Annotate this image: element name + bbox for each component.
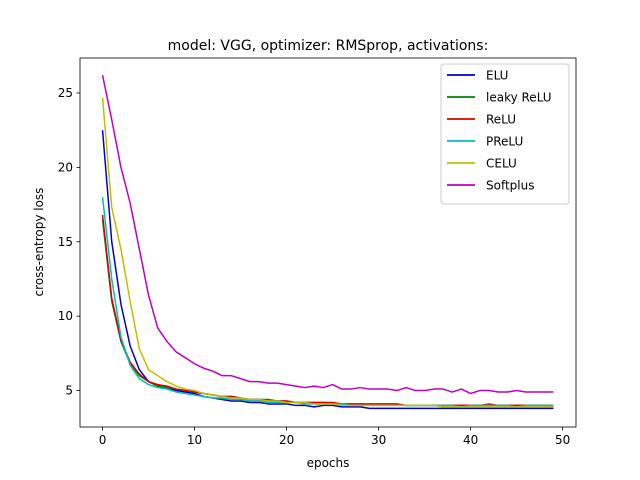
y-tick-label: 10	[58, 309, 73, 323]
legend-label: PReLU	[486, 135, 523, 149]
chart-title: model: VGG, optimizer: RMSprop, activati…	[168, 38, 489, 54]
series-line-celu	[101, 97, 554, 408]
axes-frame	[79, 57, 577, 428]
plot-area: 0 10 20 30 40 50 5 10 15 20 25	[58, 57, 577, 447]
legend-label: ELU	[486, 69, 508, 83]
series-line-softplus	[101, 74, 554, 395]
legend-label: CELU	[486, 157, 517, 171]
x-tick-label: 0	[99, 433, 107, 447]
x-axis-label: epochs	[307, 456, 350, 470]
legend-label: Softplus	[486, 179, 535, 193]
x-tick-label: 10	[187, 433, 202, 447]
x-tick-label: 40	[463, 433, 478, 447]
y-tick-label: 15	[58, 235, 73, 249]
series-line-elu	[101, 130, 554, 410]
x-tick-label: 30	[371, 433, 386, 447]
y-axis-label: cross-entropy loss	[32, 188, 46, 297]
y-tick-label: 5	[65, 384, 73, 398]
legend-box	[440, 63, 570, 205]
x-tick-label: 20	[279, 433, 294, 447]
legend-label: leaky ReLU	[486, 91, 552, 105]
x-tick-label: 50	[555, 433, 570, 447]
y-tick-label: 20	[58, 160, 73, 174]
legend-label: ReLU	[486, 113, 516, 127]
y-tick-label: 25	[58, 86, 73, 100]
legend: ELU leaky ReLU ReLU PReLU CELU Softplus	[440, 63, 570, 205]
